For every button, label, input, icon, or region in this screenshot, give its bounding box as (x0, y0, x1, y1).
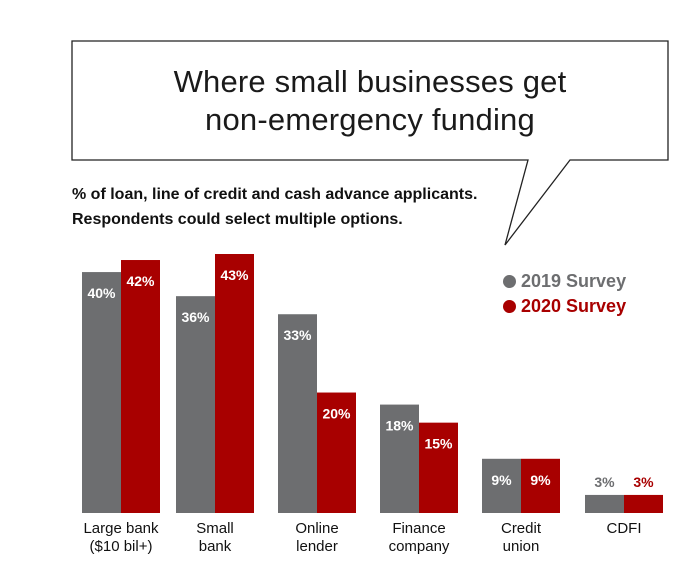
bar-2019-0 (82, 272, 121, 513)
category-label-0: Large bank ($10 bil+) (71, 520, 171, 556)
bar-2020-5 (624, 494, 663, 513)
bar-2020-2 (317, 392, 356, 513)
data-label-2020-3: 15% (424, 436, 453, 452)
speech-bubble-outline (71, 40, 669, 246)
category-label-4-line-0: Credit (500, 520, 541, 537)
category-label-2-line-1: lender (296, 538, 338, 555)
category-label-5-line-0: CDFI (606, 520, 642, 537)
data-label-2019-0: 40% (87, 285, 116, 301)
data-label-2019-1: 36% (181, 309, 210, 325)
data-label-2020-0: 42% (126, 273, 155, 289)
category-label-1-line-0: Small (196, 520, 234, 537)
chart-title-line-2: non-emergency funding (205, 102, 535, 137)
category-label-2-line-0: Online (295, 520, 339, 537)
legend-item-2019: 2019 Survey (503, 271, 626, 292)
bar-2019-1 (176, 296, 215, 513)
bar-2019-5 (585, 494, 624, 513)
category-label-1-line-1: bank (198, 538, 232, 555)
data-label-2020-4: 9% (530, 472, 551, 488)
bar-2020-0 (121, 260, 160, 513)
data-label-2019-5: 3% (594, 474, 615, 490)
category-label-3-line-1: company (388, 538, 450, 555)
chart-title-line-1: Where small businesses get (173, 64, 567, 99)
legend-label-2019: 2019 Survey (521, 271, 627, 291)
category-label-3-line-0: Finance (392, 520, 446, 537)
category-label-4: Credit union (471, 520, 571, 556)
chart-subtitle-line-1: % of loan, line of credit and cash advan… (72, 186, 478, 203)
legend-swatch-2019 (503, 275, 516, 288)
category-label-0-line-1: ($10 bil+) (89, 538, 153, 555)
data-label-2019-4: 9% (491, 472, 512, 488)
data-label-2020-1: 43% (220, 267, 249, 283)
legend-item-2020: 2020 Survey (503, 296, 626, 317)
category-label-5: CDFI (574, 520, 674, 538)
bar-2019-3 (380, 404, 419, 513)
category-label-1: Small bank (165, 520, 265, 556)
category-label-4-line-1: union (502, 538, 540, 555)
legend-label-2020: 2020 Survey (521, 296, 627, 316)
bar-2019-2 (278, 314, 317, 513)
data-label-2019-2: 33% (283, 327, 312, 343)
category-label-0-line-0: Large bank (83, 520, 159, 537)
chart-subtitle-line-2: Respondents could select multiple option… (72, 211, 403, 228)
legend-swatch-2020 (503, 300, 516, 313)
bar-2020-3 (419, 422, 458, 513)
bar-2020-4 (521, 458, 560, 513)
category-label-2: Online lender (267, 520, 367, 556)
data-label-2020-2: 20% (322, 406, 351, 422)
bar-2019-4 (482, 458, 521, 513)
category-label-3: Finance company (369, 520, 469, 556)
bar-2020-1 (215, 254, 254, 513)
data-label-2020-5: 3% (633, 474, 654, 490)
data-label-2019-3: 18% (385, 418, 414, 434)
